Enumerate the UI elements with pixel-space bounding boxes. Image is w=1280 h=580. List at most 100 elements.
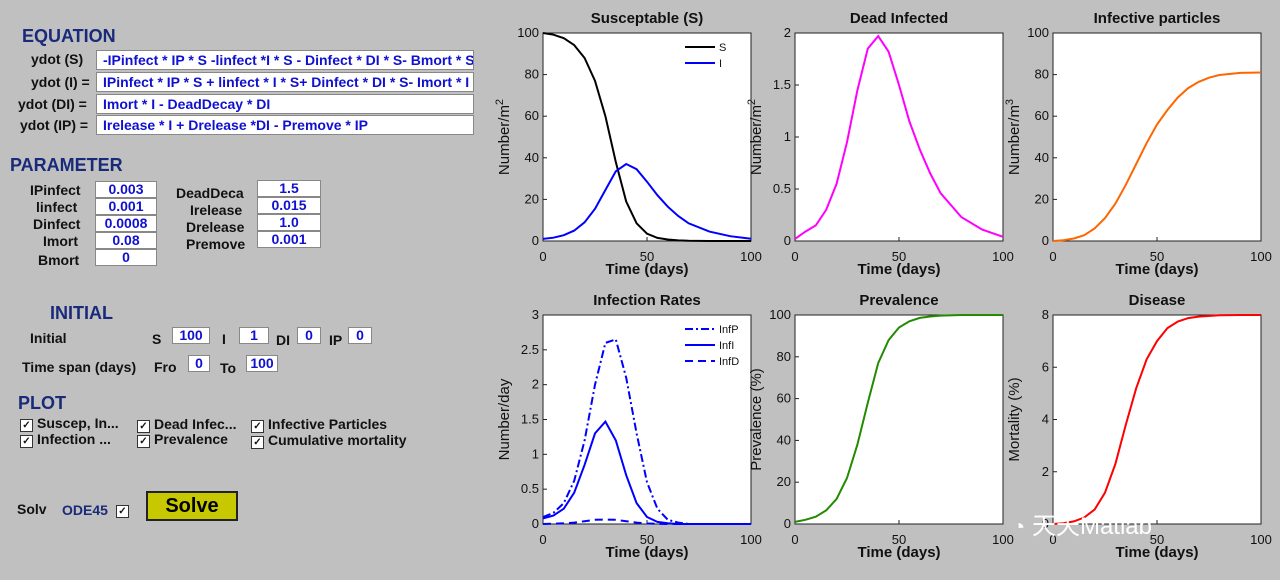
param-field-ipinfect[interactable]: 0.003 xyxy=(95,181,157,198)
plot-check-suscep[interactable]: ✓ Suscep, In... xyxy=(20,415,119,432)
wechat-icon: ◔ xyxy=(1012,514,1026,539)
series-line-i xyxy=(542,162,752,240)
initial-label: Initial xyxy=(30,330,67,346)
plot-check-label: Dead Infec... xyxy=(154,416,237,432)
y-axis-label-text: Number/m xyxy=(1006,105,1023,175)
y-axis-label-text: Number/day xyxy=(496,378,513,460)
param-field-premove[interactable]: 0.001 xyxy=(257,231,321,248)
param-label-imort: Imort xyxy=(43,233,78,249)
y-tick-label: 2.5 xyxy=(521,342,539,357)
checkbox-icon[interactable]: ✓ xyxy=(116,505,129,518)
param-field-deaddecay[interactable]: 1.5 xyxy=(257,180,321,197)
chart-title: Susceptable (S) xyxy=(591,10,704,27)
plot-area xyxy=(1052,32,1262,242)
y-tick-label: 0 xyxy=(784,516,791,531)
initial-title: INITIAL xyxy=(50,303,113,323)
param-field-drelease[interactable]: 1.0 xyxy=(257,214,321,231)
param-field-bmort[interactable]: 0 xyxy=(95,249,157,266)
x-axis-label: Time (days) xyxy=(857,261,940,278)
x-tick-label: 100 xyxy=(1250,532,1272,547)
plot-check-infection[interactable]: ✓ Infection ... xyxy=(20,431,111,448)
plot-area xyxy=(794,32,1004,242)
param-field-imort[interactable]: 0.08 xyxy=(95,232,157,249)
time-span-label: Time span (days) xyxy=(22,359,137,375)
param-label-linfect: linfect xyxy=(36,199,78,215)
y-tick-label: 80 xyxy=(525,67,539,82)
x-tick-label: 0 xyxy=(791,532,798,547)
time-to-label: To xyxy=(220,360,237,376)
param-label-premove: Premove xyxy=(186,236,246,252)
y-tick-label: 20 xyxy=(777,474,791,489)
initial-ip-label: IP xyxy=(329,332,343,348)
checkbox-icon[interactable]: ✓ xyxy=(20,419,33,432)
param-field-dinfect[interactable]: 0.0008 xyxy=(95,215,157,232)
x-axis-label: Time (days) xyxy=(857,544,940,561)
y-tick-label: 1 xyxy=(784,129,791,144)
x-tick-label: 50 xyxy=(892,249,906,264)
checkbox-icon[interactable]: ✓ xyxy=(20,435,33,448)
param-label-bmort: Bmort xyxy=(38,252,80,268)
initial-di-field[interactable]: 0 xyxy=(297,327,321,344)
y-axis-label: Number/m2 xyxy=(746,99,765,175)
eq-field-di[interactable]: Imort * I - DeadDecay * DI xyxy=(96,94,474,114)
initial-s-label: S xyxy=(152,331,162,347)
eq-field-i[interactable]: IPinfect * IP * S + linfect * I * S+ Din… xyxy=(96,72,474,92)
time-from-field[interactable]: 0 xyxy=(188,355,210,372)
y-tick-label: 1.5 xyxy=(773,77,791,92)
x-tick-label: 0 xyxy=(539,532,546,547)
solve-button[interactable]: Solve xyxy=(146,491,238,521)
y-axis-label: Number/m2 xyxy=(494,99,513,175)
y-tick-label: 1 xyxy=(532,446,539,461)
y-tick-label: 6 xyxy=(1042,359,1049,374)
plot-check-particles[interactable]: ✓ Infective Particles xyxy=(251,416,387,433)
chart-title: Infection Rates xyxy=(593,292,701,309)
y-axis-label-text: Number/m xyxy=(496,105,513,175)
y-axis-label: Prevalence (%) xyxy=(748,368,765,471)
checkbox-icon[interactable]: ✓ xyxy=(137,435,150,448)
x-axis-label: Time (days) xyxy=(1115,261,1198,278)
initial-i-label: I xyxy=(222,331,226,347)
param-field-irelease[interactable]: 0.015 xyxy=(257,197,321,214)
legend-entry: I xyxy=(719,58,722,70)
series-line-mortality xyxy=(1052,314,1261,525)
watermark: ◔ 天天Matlab xyxy=(1012,506,1152,541)
initial-i-field[interactable]: 1 xyxy=(239,327,269,344)
checkbox-icon[interactable]: ✓ xyxy=(251,436,264,449)
legend-entry: S xyxy=(719,42,726,54)
legend-entry: InfI xyxy=(719,340,734,352)
initial-ip-field[interactable]: 0 xyxy=(348,327,372,344)
y-tick-label: 100 xyxy=(1027,25,1049,40)
y-tick-label: 1.5 xyxy=(521,412,539,427)
y-axis-label-text: Prevalence (%) xyxy=(748,368,765,471)
eq-field-s[interactable]: -IPinfect * IP * S -linfect *I * S - Din… xyxy=(96,50,474,70)
plot-area xyxy=(542,32,752,242)
x-tick-label: 50 xyxy=(1150,532,1164,547)
checkbox-icon[interactable]: ✓ xyxy=(137,420,150,433)
eq-field-ip[interactable]: Irelease * I + Drelease *DI - Premove * … xyxy=(96,115,474,135)
chart-infection-rates: 0 50 100 0 0.5 1 1.5 2 2.5 3 Infection Rates Time (… xyxy=(496,292,762,561)
plot-check-prevalence[interactable]: ✓ Prevalence xyxy=(137,431,228,448)
y-axis-label: Mortality (%) xyxy=(1006,377,1023,461)
x-axis-label: Time (days) xyxy=(1115,544,1198,561)
plot-check-label: Infection ... xyxy=(37,431,111,447)
param-field-linfect[interactable]: 0.001 xyxy=(95,198,157,215)
y-tick-label: 20 xyxy=(1035,191,1049,206)
x-axis-label: Time (days) xyxy=(605,261,688,278)
param-label-ipinfect: IPinfect xyxy=(30,182,81,198)
time-to-field[interactable]: 100 xyxy=(246,355,278,372)
plot-check-mortality[interactable]: ✓ Cumulative mortality xyxy=(251,432,406,449)
y-tick-label: 0 xyxy=(532,233,539,248)
x-tick-label: 0 xyxy=(1049,532,1056,547)
chart-susceptable: 0 50 100 0 20 40 60 80 100 Susceptable (S) Time (d… xyxy=(494,10,762,278)
equation-title: EQUATION xyxy=(22,26,116,46)
y-tick-label: 0.5 xyxy=(521,481,539,496)
solver-method-check[interactable]: ✓ xyxy=(116,501,133,518)
x-tick-label: 100 xyxy=(1250,249,1272,264)
checkbox-icon[interactable]: ✓ xyxy=(251,420,264,433)
chart-disease: 0 50 100 0 2 4 6 8 Disease Time (days) Mortality (… xyxy=(1006,292,1272,561)
y-tick-label: 2 xyxy=(532,377,539,392)
plot-check-dead[interactable]: ✓ Dead Infec... xyxy=(137,416,236,433)
initial-s-field[interactable]: 100 xyxy=(172,327,210,344)
y-tick-label: 0 xyxy=(532,516,539,531)
plot-check-label: Suscep, In... xyxy=(37,415,119,431)
